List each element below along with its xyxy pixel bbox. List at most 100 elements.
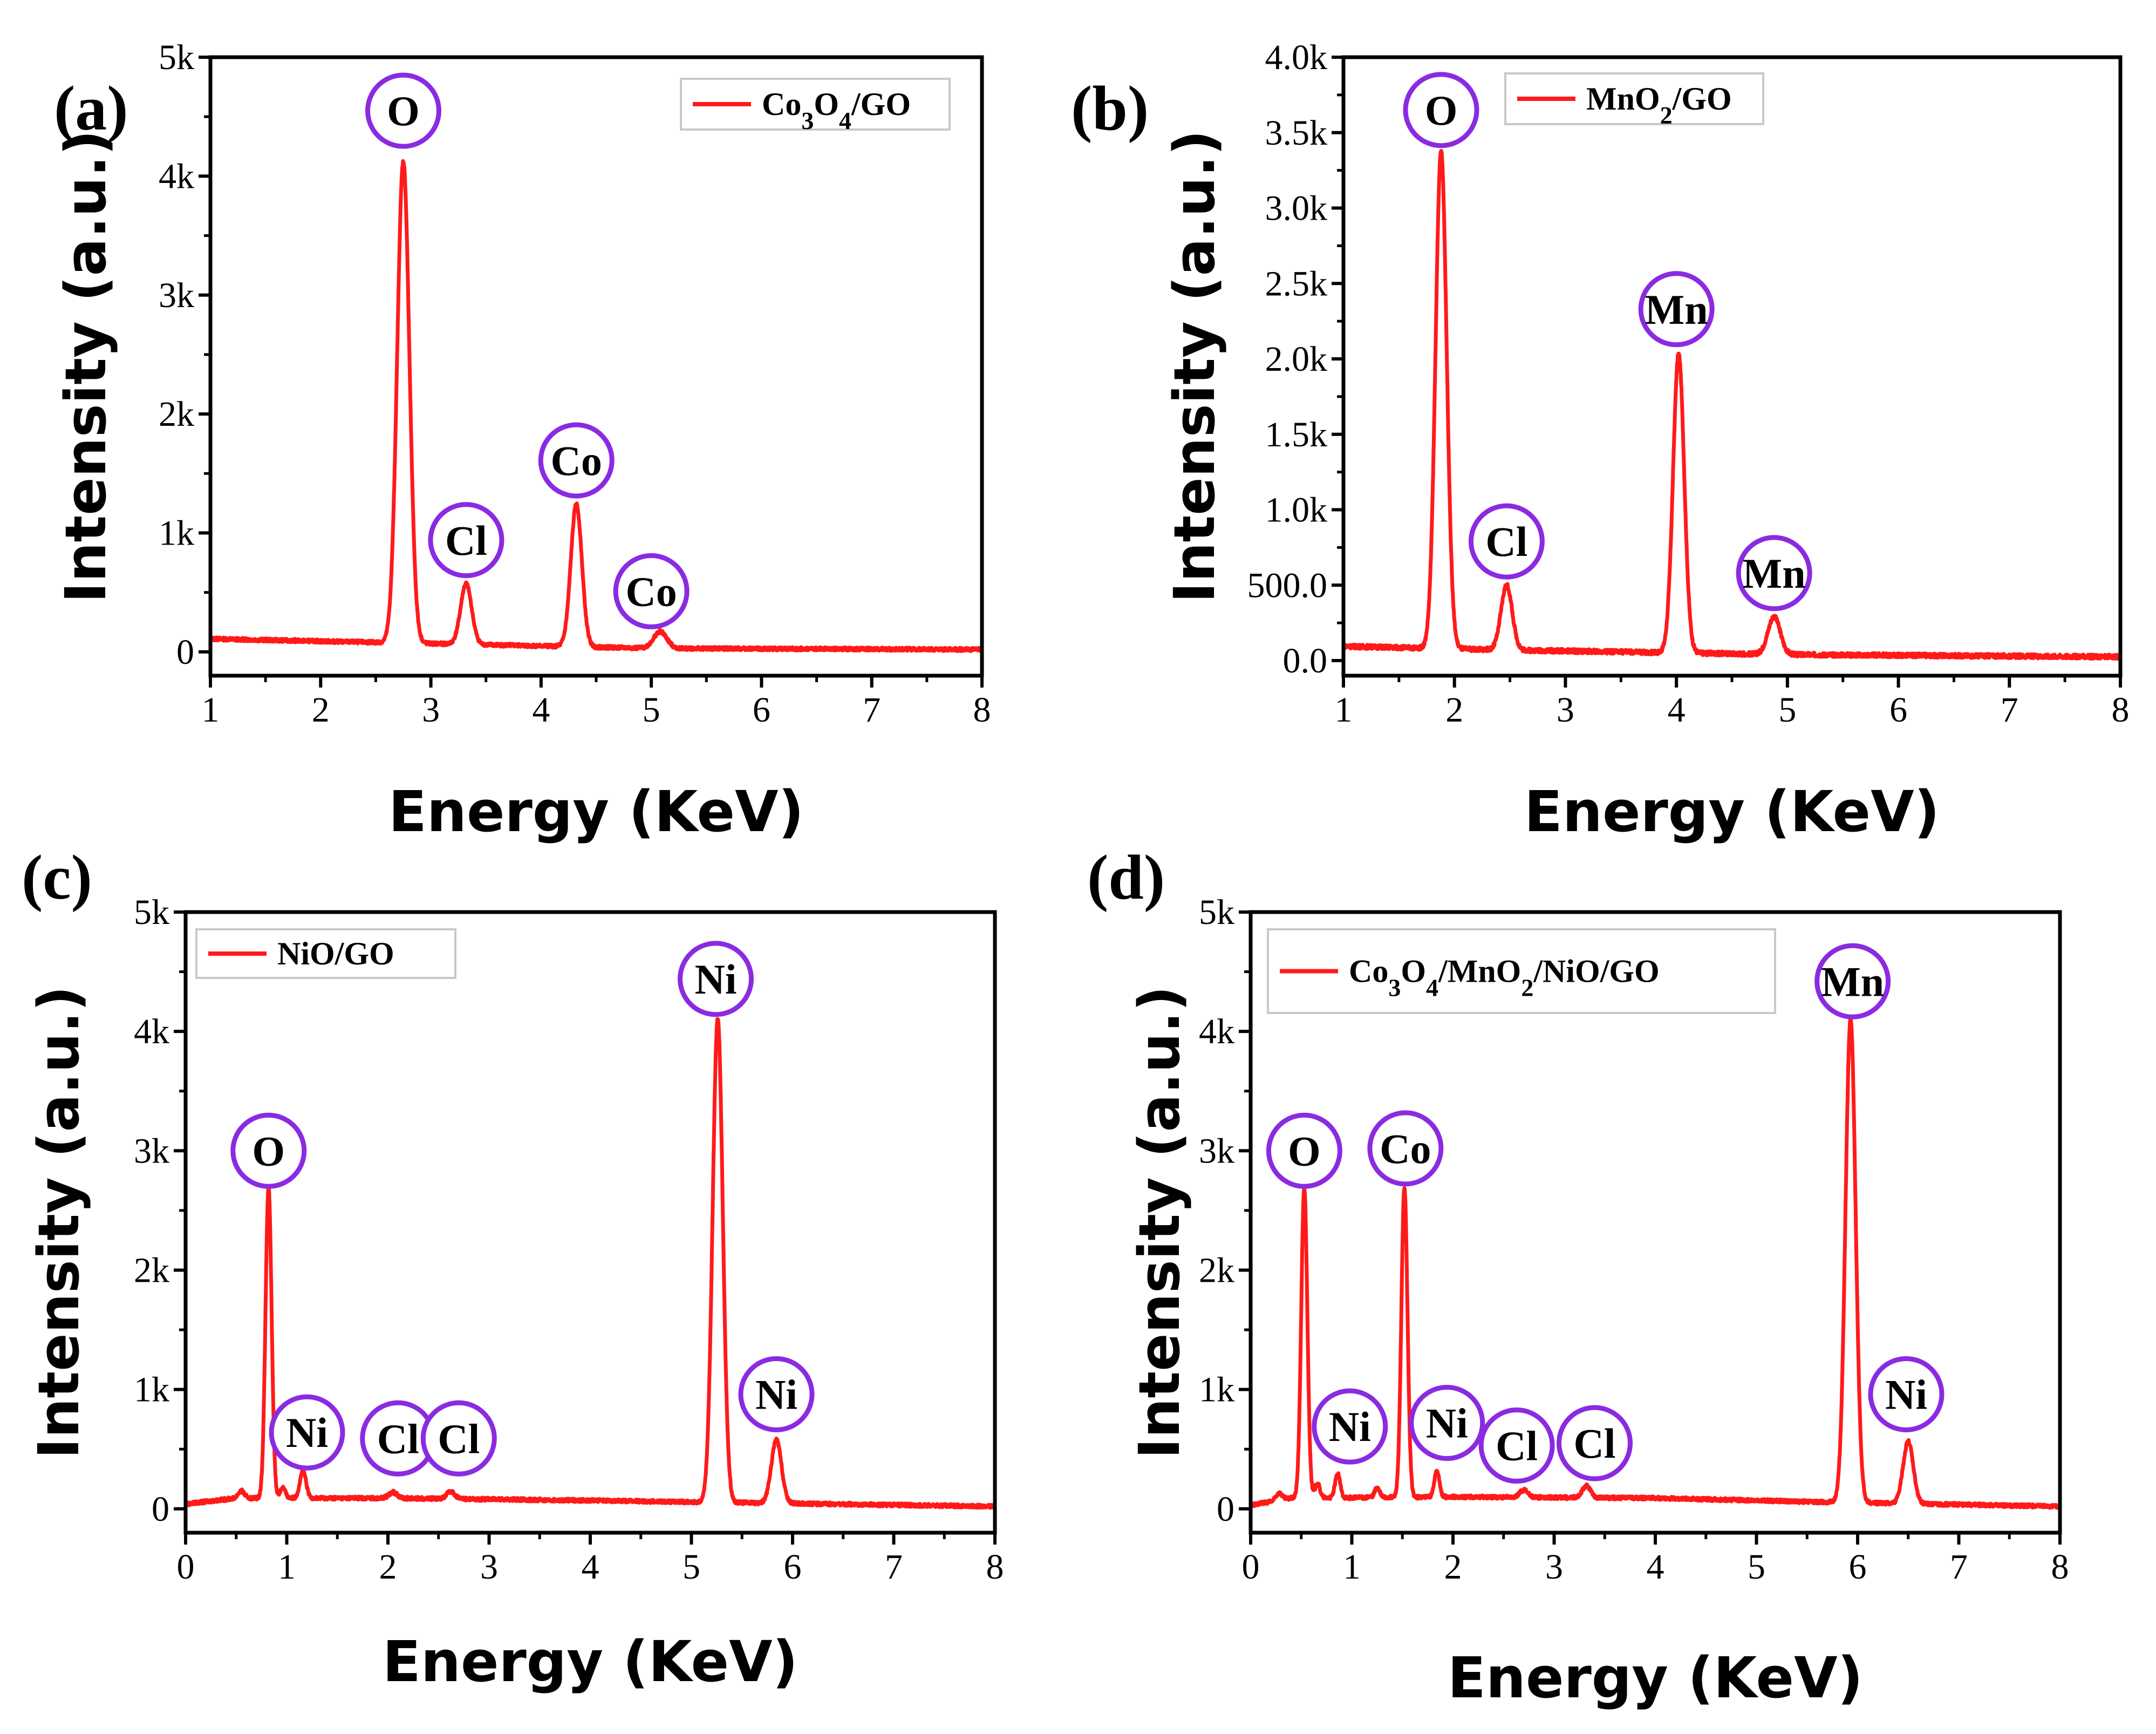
peak-annotation-circle [738,1356,815,1432]
legend-label-text: /GO [851,86,911,122]
legend-label-text: O [814,86,839,122]
x-tick-label: 5 [1778,690,1796,730]
peak-annotation-label: Co [625,568,677,615]
x-tick-label: 2 [379,1547,397,1587]
spectrum-line-a [209,159,984,653]
x-tick-label: 1 [1335,690,1353,730]
peak-annotation: O [365,72,441,149]
x-tick-label: 4 [1647,1547,1664,1587]
peak-annotation-label: Cl [438,1415,480,1462]
y-tick-label: 0.0 [1283,641,1328,681]
x-tick-label: 6 [753,690,770,730]
peak-annotation-circle [1557,1405,1633,1481]
y-tick-label: 2k [134,1250,169,1290]
peak-annotation: O [230,1112,307,1189]
legend: Co3O4/MnO2/NiO/GO [1267,928,1776,1014]
x-tick-label: 7 [2001,690,2018,730]
legend-subscript: 3 [801,107,814,134]
y-tick-label: 5k [134,893,169,932]
peak-annotation-circle [365,72,441,149]
y-tick-label: 5k [159,38,194,77]
y-tick-label: 1.5k [1265,415,1328,454]
peak-annotation: Ni [738,1356,815,1432]
legend-label-text: /NiO/GO [1533,954,1659,989]
y-tick-label: 2k [1199,1250,1234,1290]
peak-annotation-circle [1266,1112,1342,1189]
peak-annotation-circle [1478,1407,1555,1484]
y-tick-label: 5k [1199,893,1234,932]
y-tick-label: 1k [1199,1370,1234,1410]
peak-annotation-circle [428,502,504,579]
x-axis-title: Energy (KeV) [1448,1645,1863,1711]
panel-label: (b) [1071,73,1149,144]
peak-annotation-circle [1868,1356,1945,1432]
peak-annotation-label: Ni [695,956,737,1003]
peak-annotation-label: O [252,1127,285,1174]
peak-annotation-circle [1814,943,1891,1019]
legend-label-text: NiO/GO [277,936,394,971]
peak-annotation: Mn [1638,271,1715,348]
y-tick-label: 2.5k [1265,264,1328,303]
x-tick-label: 6 [1889,690,1907,730]
peak-annotation: Cl [1557,1405,1633,1481]
x-tick-label: 7 [885,1547,903,1587]
x-tick-label: 3 [1557,690,1574,730]
y-axis-title: Intensity (a.u.) [53,130,119,603]
x-axis-title: Energy (KeV) [1524,779,1940,845]
x-tick-label: 3 [480,1547,498,1587]
peak-annotation-circle [613,553,690,630]
legend-label: MnO2/GO [1586,81,1732,129]
y-axis-title: Intensity (a.u.) [26,986,92,1459]
peak-annotation: Cl [1468,503,1545,580]
x-tick-label: 4 [582,1547,599,1587]
panel-label: (c) [22,842,92,913]
y-tick-label: 0 [176,633,194,672]
y-tick-label: 500.0 [1247,566,1328,605]
peak-annotation: Ni [678,941,754,1017]
y-tick-label: 4k [1199,1012,1234,1051]
peak-annotation-circle [1312,1388,1388,1465]
peak-annotation: Co [538,422,615,499]
y-tick-label: 2.0k [1265,339,1328,379]
x-tick-label: 0 [1242,1547,1260,1587]
peak-annotation-circle [1367,1110,1444,1187]
peak-annotation-circle [678,941,754,1017]
peak-annotation-label: Cl [1496,1423,1538,1470]
y-axis-title: Intensity (a.u.) [1162,130,1227,603]
peak-annotation-label: Ni [1426,1400,1468,1447]
x-tick-label: 4 [532,690,550,730]
peak-annotation: Co [1367,1110,1444,1187]
peak-annotation-label: Co [1380,1125,1431,1172]
peak-annotation-circle [1638,271,1715,348]
x-tick-label: 1 [1343,1547,1361,1587]
legend-label-text: /MnO [1438,954,1521,989]
y-tick-label: 3k [159,276,194,315]
x-tick-label: 7 [1950,1547,1968,1587]
peak-annotation: Cl [420,1400,497,1477]
panel-c: 0 1 2 3 4 5 6 7 8 0 1k 2k 3k 4k 5k Energy (KeV) Intensit… [22,842,1004,1695]
panel-b: 1 2 3 4 5 6 7 8 0.0 500.0 1.0k 1.5k 2.0k 2.5k 3.0k 3.5k… [1071,38,2130,845]
peak-annotation: Cl [428,502,504,579]
peak-annotation-circle [538,422,615,499]
x-tick-label: 3 [422,690,440,730]
legend-box [1267,928,1776,1014]
peak-annotation: Ni [1868,1356,1945,1432]
spectrum-line-b [1342,149,2123,661]
legend-label: NiO/GO [277,936,394,971]
x-tick-label: 6 [1849,1547,1867,1587]
y-tick-label: 3.5k [1265,113,1328,153]
legend: Co3O4/GO [680,78,951,134]
legend-subscript: 2 [1660,101,1673,129]
peak-annotation: Mn [1736,535,1812,611]
peak-annotation-circle [230,1112,307,1189]
peak-annotation: Co [613,553,690,630]
peak-annotation-label: Cl [1574,1420,1616,1467]
legend-label-text: /GO [1672,81,1732,117]
peak-annotation-label: Mn [1645,286,1708,333]
legend-subscript: 4 [839,107,851,134]
legend: MnO2/GO [1504,72,1764,129]
x-axis-title: Energy (KeV) [388,779,804,845]
peak-annotation-label: O [387,87,420,134]
